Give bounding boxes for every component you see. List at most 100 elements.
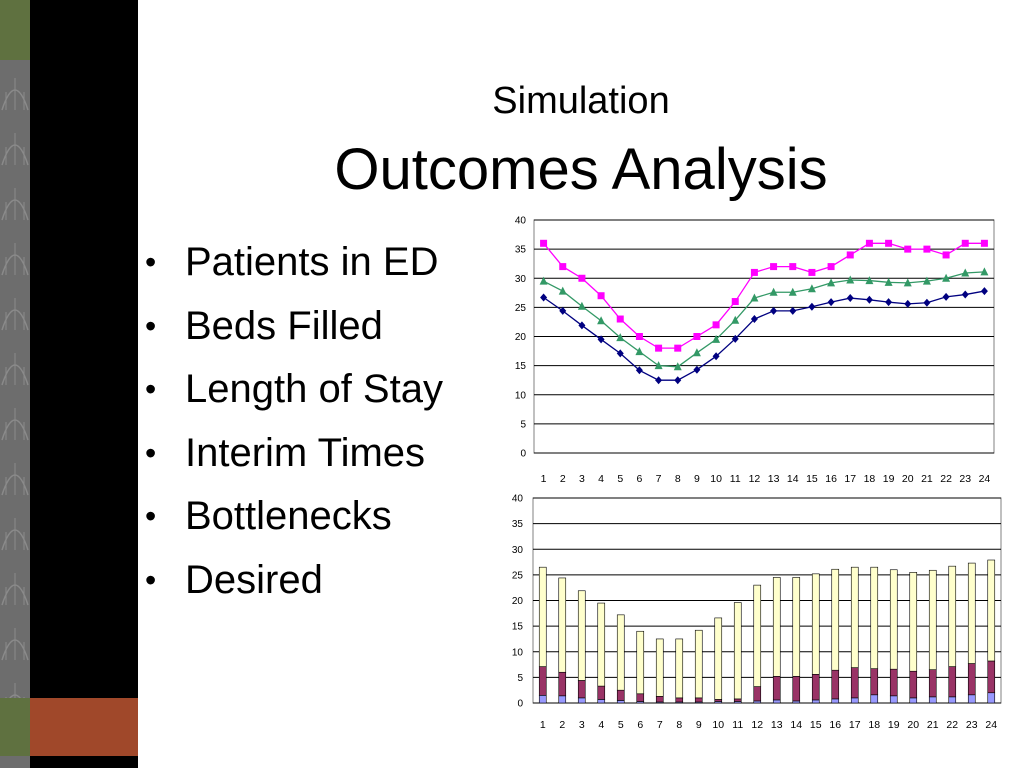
data-point-square <box>731 298 739 306</box>
y-tick-label: 25 <box>515 303 527 314</box>
y-tick-label: 35 <box>515 245 527 256</box>
bar-segment <box>538 666 547 696</box>
data-point-square <box>559 263 567 271</box>
data-point-triangle <box>750 293 759 302</box>
bar-segment <box>909 697 918 704</box>
bullet-item: • Patients in ED <box>145 238 443 302</box>
y-tick-label: 20 <box>515 332 527 343</box>
data-point-square <box>655 344 663 352</box>
data-point-diamond <box>942 292 950 301</box>
y-tick-label: 10 <box>515 390 527 401</box>
bar-segment <box>772 676 781 701</box>
x-tick-label: 14 <box>787 473 799 485</box>
data-point-diamond <box>789 306 797 315</box>
bar-segment <box>714 617 723 700</box>
data-point-triangle <box>597 316 606 325</box>
data-point-diamond <box>904 299 912 308</box>
data-point-square <box>674 344 682 352</box>
bullet-marker: • <box>145 371 157 408</box>
data-point-triangle <box>884 277 893 286</box>
x-tick-label: 7 <box>657 719 663 731</box>
data-point-square <box>789 263 797 271</box>
bullet-text: Interim Times <box>185 430 426 475</box>
data-point-diamond <box>827 298 835 307</box>
bar-segment <box>597 685 606 700</box>
data-point-diamond <box>731 334 739 343</box>
bar-segment <box>909 670 918 699</box>
bar-segment <box>636 693 645 702</box>
x-tick-label: 23 <box>966 719 978 731</box>
bar-segment <box>636 630 645 695</box>
data-point-square <box>865 239 873 247</box>
bar-segment <box>967 562 976 664</box>
data-point-square <box>616 315 624 323</box>
data-point-diamond <box>980 287 988 296</box>
data-point-diamond <box>635 366 643 375</box>
data-point-triangle <box>961 268 970 277</box>
bar-segment <box>948 696 957 704</box>
data-point-triangle <box>558 286 567 295</box>
bar-segment <box>597 699 606 704</box>
bullet-item: • Length of Stay <box>145 365 443 429</box>
x-tick-label: 11 <box>732 719 743 731</box>
bullet-list: • Patients in ED • Beds Filled • Length of … <box>145 238 443 620</box>
bar-segment <box>733 698 742 702</box>
x-tick-label: 21 <box>921 473 933 485</box>
bar-segment <box>616 700 625 704</box>
bar-segment <box>577 590 586 681</box>
x-tick-label: 22 <box>940 473 952 485</box>
bullet-marker: • <box>145 561 157 598</box>
data-point-triangle <box>846 275 855 284</box>
bar-segment <box>577 697 586 704</box>
sidebar-dome-pattern <box>0 60 30 698</box>
data-point-triangle <box>769 287 778 296</box>
bar-segment <box>558 577 567 673</box>
y-tick-label: 0 <box>517 699 523 710</box>
x-tick-label: 9 <box>696 719 702 731</box>
bar-segment <box>675 697 684 703</box>
data-point-diamond <box>616 349 624 358</box>
bar-segment <box>753 686 762 702</box>
data-point-square <box>693 333 701 340</box>
bar-segment <box>792 577 801 677</box>
data-point-triangle <box>654 361 663 370</box>
dome-pattern-graphic <box>1 78 29 698</box>
x-tick-label: 16 <box>825 473 837 485</box>
data-point-diamond <box>693 365 701 374</box>
bullet-item: • Desired <box>145 556 443 620</box>
y-tick-label: 35 <box>512 519 524 530</box>
bar-segment <box>558 695 567 704</box>
data-point-square <box>540 239 548 247</box>
x-tick-label: 15 <box>810 719 822 731</box>
data-point-square <box>770 263 778 271</box>
bar-segment <box>850 697 859 704</box>
x-tick-label: 3 <box>579 719 585 731</box>
y-tick-label: 20 <box>512 596 524 607</box>
bar-segment <box>987 660 996 694</box>
data-point-triangle <box>577 301 586 310</box>
bar-segment <box>655 638 664 697</box>
y-tick-label: 25 <box>512 570 524 581</box>
x-tick-label: 22 <box>946 719 958 731</box>
bar-segment <box>577 680 586 699</box>
bar-segment <box>870 694 879 704</box>
data-point-triangle <box>827 278 836 287</box>
x-tick-label: 4 <box>598 719 604 731</box>
bar-segment <box>714 699 723 702</box>
data-point-diamond <box>961 290 969 299</box>
bullet-marker: • <box>145 307 157 344</box>
bar-segment <box>831 568 840 671</box>
bar-segment <box>694 629 703 699</box>
x-tick-label: 12 <box>749 473 761 485</box>
x-tick-label: 1 <box>541 473 547 485</box>
bar-segment <box>889 569 898 670</box>
bar-segment <box>753 584 762 687</box>
bullet-marker: • <box>145 244 157 280</box>
data-point-triangle <box>807 284 816 293</box>
bullet-text: Bottlenecks <box>185 494 392 539</box>
bar-segment <box>733 602 742 700</box>
bar-segment <box>850 667 859 699</box>
bar-segment <box>987 559 996 662</box>
x-tick-label: 1 <box>540 719 546 731</box>
series-line <box>543 290 985 381</box>
